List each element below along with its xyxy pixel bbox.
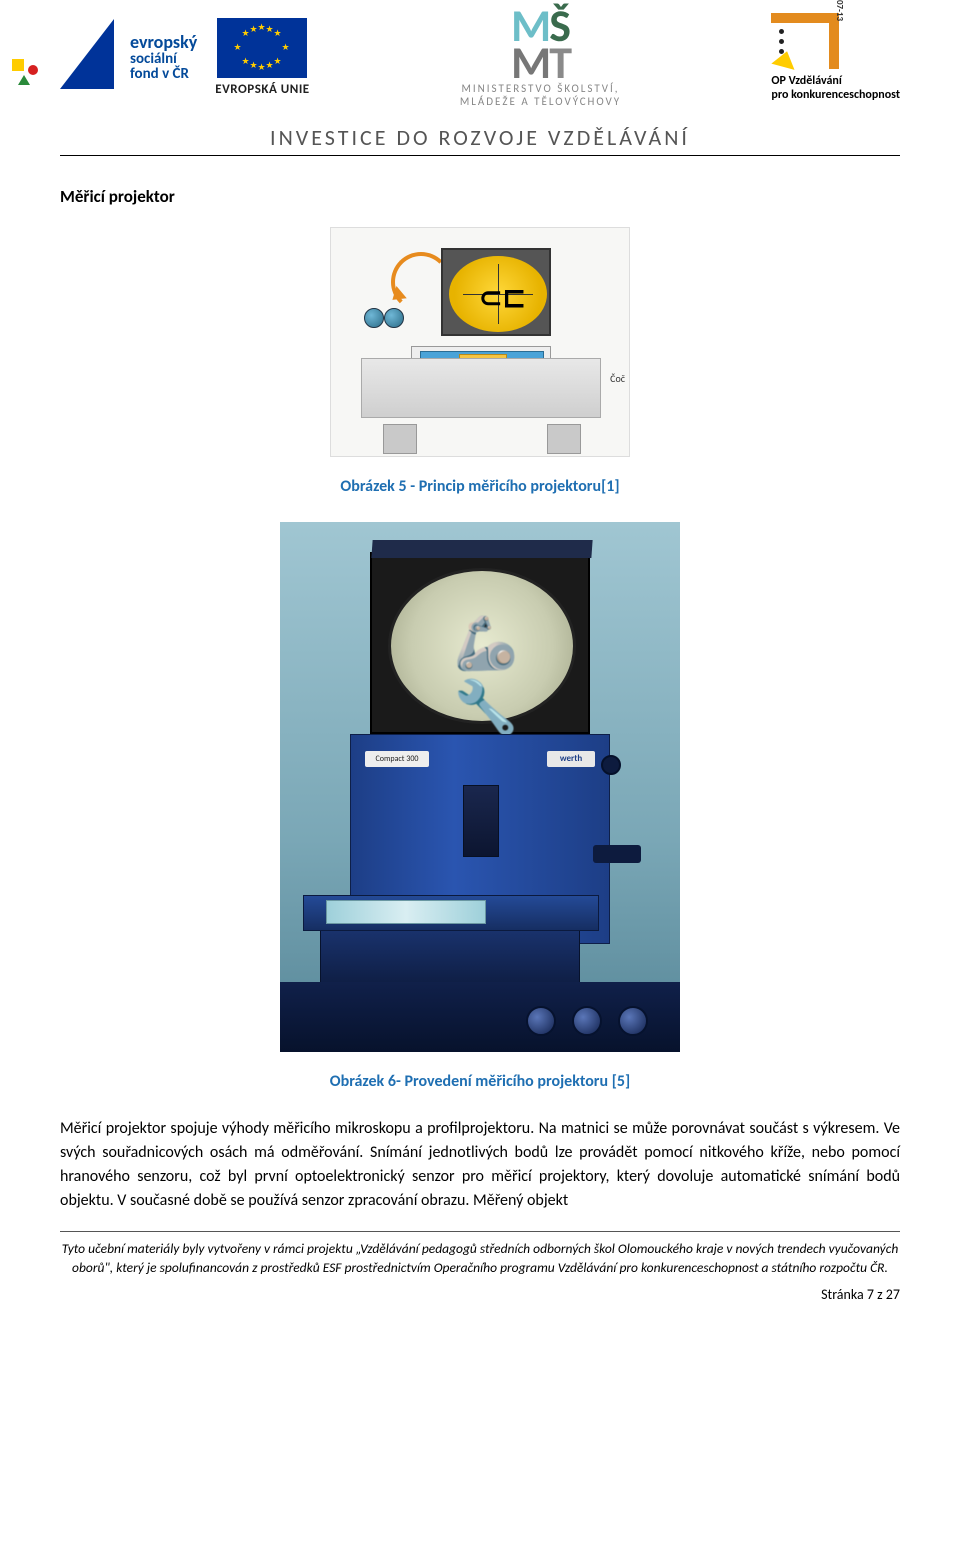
page-number: Stránka 7 z 27 xyxy=(60,1286,900,1303)
paragraph-main: Měřicí projektor spojuje výhody měřicího… xyxy=(60,1117,900,1213)
header-divider xyxy=(60,155,900,156)
op-line2: pro konkurenceschopnost xyxy=(771,89,900,103)
eu-label: EVROPSKÁ UNIE xyxy=(215,82,309,97)
esf-text-3: fond v ČR xyxy=(130,67,197,83)
esf-text-1: evropský xyxy=(130,33,197,52)
op-line1: OP Vzdělávání xyxy=(771,75,841,89)
header-slogan: INVESTICE DO ROZVOJE VZDĚLÁVÁNÍ xyxy=(60,124,900,151)
esf-logo: evropský sociální fond v ČR xyxy=(60,19,197,97)
footer-text: Tyto učební materiály byly vytvořeny v r… xyxy=(60,1240,900,1278)
figure-1-caption: Obrázek 5 - Princip měřicího projektoru[… xyxy=(60,477,900,496)
op-year: 2007-13 xyxy=(834,0,845,21)
funding-header: evropský sociální fond v ČR ★ ★ ★ ★ ★ ★ … xyxy=(60,0,900,118)
figure-1: ⊂⊏ Čoč xyxy=(60,227,900,457)
op-logo: 2007-13 OP Vzdělávání pro konkurencescho… xyxy=(771,13,900,103)
figure-1-diagram: ⊂⊏ Čoč xyxy=(330,227,630,457)
msmt-sub1: MINISTERSTVO ŠKOLSTVÍ, xyxy=(461,82,619,95)
device-model-label: Compact 300 xyxy=(365,751,429,767)
eu-logo: ★ ★ ★ ★ ★ ★ ★ ★ ★ ★ ★ ★ EVROPSKÁ UNIE xyxy=(215,18,309,97)
figure-1-annotation: Čoč xyxy=(610,372,625,385)
eu-flag-icon: ★ ★ ★ ★ ★ ★ ★ ★ ★ ★ ★ ★ xyxy=(217,18,307,78)
figure-2-photo: 🦾🔧 Compact 300 werth xyxy=(280,522,680,1052)
op-icon: 2007-13 xyxy=(771,13,839,69)
device-brand-label: werth xyxy=(547,751,595,767)
section-title: Měřicí projektor xyxy=(60,186,900,207)
msmt-sub2: MLÁDEŽE A TĚLOVÝCHOVY xyxy=(460,95,621,108)
footer-divider xyxy=(60,1231,900,1232)
figure-2-caption: Obrázek 6- Provedení měřicího projektoru… xyxy=(60,1072,900,1091)
msmt-logo: MŠ MT MINISTERSTVO ŠKOLSTVÍ, MLÁDEŽE A T… xyxy=(460,8,621,108)
figure-2: 🦾🔧 Compact 300 werth xyxy=(60,522,900,1052)
